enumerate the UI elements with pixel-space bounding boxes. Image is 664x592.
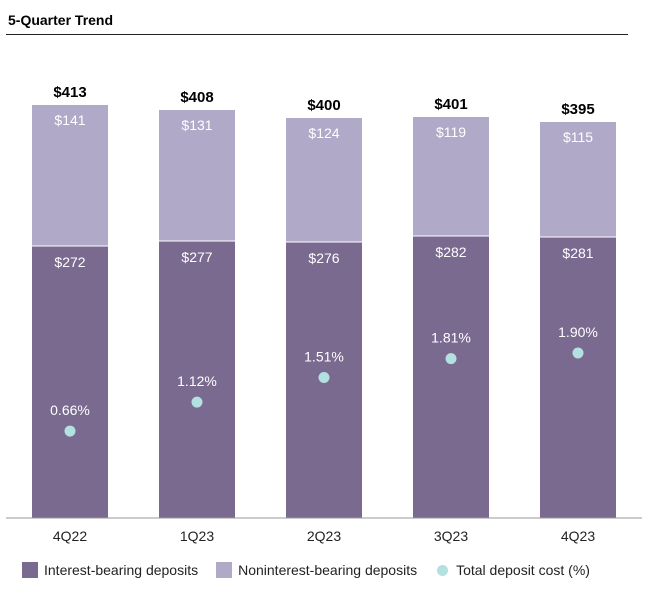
bar-interest-3Q23 — [413, 236, 489, 518]
x-tick-label-3Q23: 3Q23 — [434, 528, 468, 544]
interest-label-3Q23: $282 — [435, 244, 466, 260]
legend-swatch-noninterest — [216, 562, 233, 578]
x-tick-label-2Q23: 2Q23 — [307, 528, 341, 544]
legend-dot-cost — [437, 564, 449, 576]
cost-label-4Q23: 1.90% — [558, 324, 598, 340]
x-tick-label-4Q23: 4Q23 — [561, 528, 595, 544]
cost-label-3Q23: 1.81% — [431, 330, 471, 346]
total-label-4Q22: $413 — [53, 84, 86, 101]
bar-noninterest-4Q22 — [32, 105, 108, 246]
chart-title: 5-Quarter Trend — [8, 12, 114, 28]
cost-point-3Q23 — [445, 353, 457, 365]
legend-item-interest: Interest-bearing deposits — [22, 562, 198, 578]
cost-label-2Q23: 1.51% — [304, 349, 344, 365]
legend-item-cost: Total deposit cost (%) — [435, 562, 590, 578]
noninterest-label-1Q23: $131 — [181, 117, 212, 133]
bar-interest-4Q23 — [540, 237, 616, 518]
x-tick-label-1Q23: 1Q23 — [180, 528, 214, 544]
bar-noninterest-3Q23 — [413, 117, 489, 236]
legend-swatch-interest — [22, 562, 38, 578]
noninterest-label-3Q23: $119 — [436, 124, 466, 140]
noninterest-label-4Q22: $141 — [54, 112, 85, 128]
legend-label-noninterest: Noninterest-bearing deposits — [238, 562, 418, 578]
legend-item-noninterest: Noninterest-bearing deposits — [216, 562, 417, 578]
cost-label-1Q23: 1.12% — [177, 373, 217, 389]
interest-label-2Q23: $276 — [308, 250, 339, 266]
total-label-4Q23: $395 — [561, 101, 594, 118]
noninterest-label-2Q23: $124 — [308, 125, 339, 141]
title-divider — [6, 34, 628, 35]
bar-noninterest-1Q23 — [159, 110, 235, 241]
bar-interest-4Q22 — [32, 246, 108, 518]
legend-label-cost: Total deposit cost (%) — [456, 562, 590, 578]
x-tick-label-4Q22: 4Q22 — [53, 528, 87, 544]
bar-noninterest-4Q23 — [540, 122, 616, 237]
cost-point-2Q23 — [318, 372, 330, 384]
cost-point-1Q23 — [191, 396, 203, 408]
interest-label-4Q23: $281 — [562, 245, 593, 261]
total-label-3Q23: $401 — [434, 96, 467, 113]
total-label-1Q23: $408 — [180, 89, 213, 106]
interest-label-4Q22: $272 — [54, 254, 85, 270]
total-label-2Q23: $400 — [307, 97, 340, 114]
bar-interest-1Q23 — [159, 241, 235, 518]
bar-noninterest-2Q23 — [286, 118, 362, 242]
cost-point-4Q23 — [572, 347, 584, 359]
legend-label-interest: Interest-bearing deposits — [44, 562, 199, 578]
noninterest-label-4Q23: $115 — [563, 129, 593, 145]
legend: Interest-bearing deposits Noninterest-be… — [22, 562, 608, 578]
interest-label-1Q23: $277 — [181, 249, 212, 265]
cost-label-4Q22: 0.66% — [50, 402, 90, 418]
cost-point-4Q22 — [64, 425, 76, 437]
